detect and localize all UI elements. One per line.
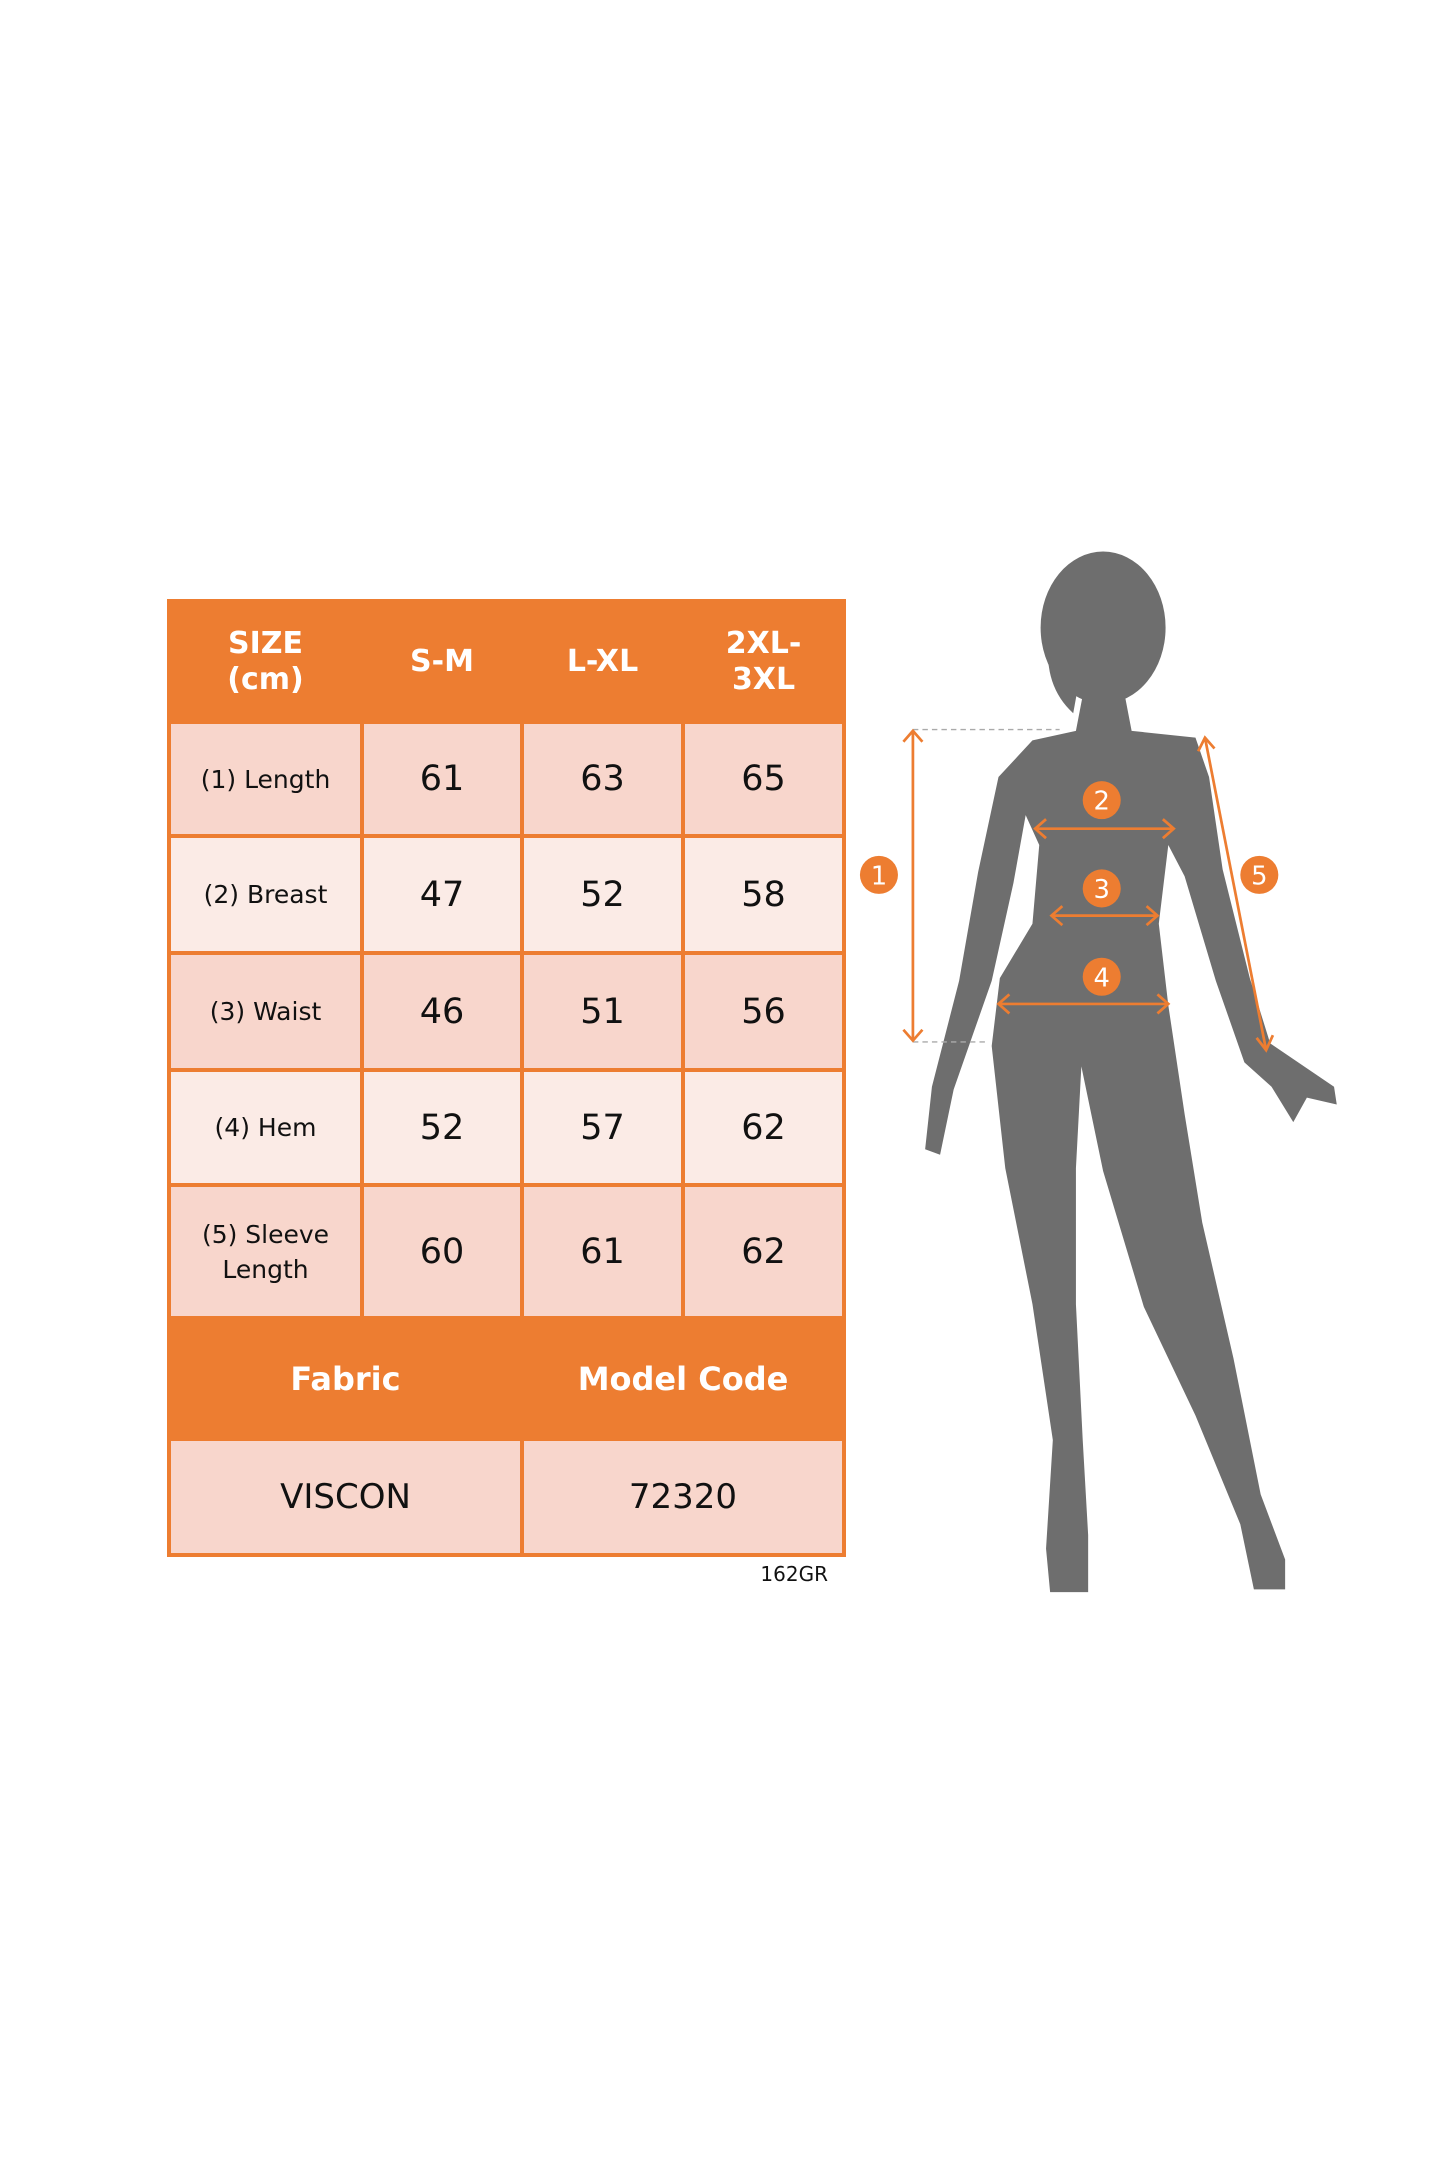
cell-value: 47 [360,834,524,955]
size-chart-table: SIZE (cm) S-M L-XL 2XL-3XL (1) Length 61… [167,599,846,1557]
row-label: (3) Waist [167,951,364,1072]
cell-value: 62 [681,1068,846,1187]
marker-5: 5 [1240,855,1279,894]
svg-text:5: 5 [1251,861,1267,891]
cell-value: 52 [520,834,685,955]
footer-value-row: VISCON 72320 [167,1437,846,1557]
cell-value: 52 [360,1068,524,1187]
length-arrow-icon [902,728,924,1043]
marker-1: 1 [859,855,898,894]
measurement-guides [902,728,1275,1053]
cell-value: 63 [520,720,685,838]
marker-2: 2 [1082,781,1121,820]
waist-arrow-icon [1049,905,1160,927]
marker-4: 4 [1082,957,1121,996]
table-row: (1) Length 61 63 65 [167,720,846,838]
silhouette-icon [925,551,1337,1593]
marker-3: 3 [1082,869,1121,908]
hem-arrow-icon [996,993,1171,1015]
cell-value: 51 [520,951,685,1072]
svg-text:1: 1 [871,861,887,891]
size-2xl-3xl-header: 2XL-3XL [681,599,846,724]
size-header: SIZE (cm) [167,599,364,724]
size-s-m-header: S-M [360,599,524,724]
cell-value: 56 [681,951,846,1072]
svg-text:4: 4 [1094,963,1110,993]
model-code-header: Model Code [520,1316,846,1441]
svg-text:2: 2 [1094,787,1110,817]
size-l-xl-header: L-XL [520,599,685,724]
table-row: (2) Breast 47 52 58 [167,834,846,955]
header-row: SIZE (cm) S-M L-XL 2XL-3XL [167,599,846,724]
svg-text:3: 3 [1094,875,1110,905]
table-row: (4) Hem 52 57 62 [167,1068,846,1187]
cell-value: 58 [681,834,846,955]
model-code-value: 72320 [520,1437,846,1557]
cell-value: 57 [520,1068,685,1187]
row-label: (5) Sleeve Length [167,1183,364,1320]
row-label: (2) Breast [167,834,364,955]
measurement-markers: 1 2 3 4 5 [859,781,1279,996]
row-label: (1) Length [167,720,364,838]
table-row: (3) Waist 46 51 56 [167,951,846,1072]
row-label: (4) Hem [167,1068,364,1187]
fabric-header: Fabric [167,1316,524,1441]
fabric-value: VISCON [167,1437,524,1557]
table-row: (5) Sleeve Length 60 61 62 [167,1183,846,1320]
breast-arrow-icon [1033,818,1176,840]
cell-value: 61 [520,1183,685,1320]
cell-value: 61 [360,720,524,838]
reference-code: 162GR [760,1562,828,1586]
cell-value: 60 [360,1183,524,1320]
cell-value: 46 [360,951,524,1072]
footer-header-row: Fabric Model Code [167,1316,846,1441]
cell-value: 65 [681,720,846,838]
sleeve-arrow-icon [1196,735,1275,1053]
cell-value: 62 [681,1183,846,1320]
